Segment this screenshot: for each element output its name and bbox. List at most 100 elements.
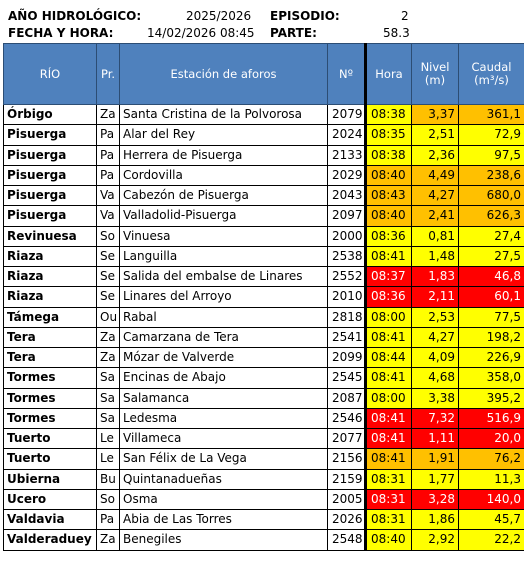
flow-cell: 77,5 — [458, 306, 524, 328]
table-row: Tormes Sa Salamanca 2087 08:00 3,38 395,2 — [3, 387, 524, 409]
flow-cell: 626,3 — [458, 205, 524, 227]
datetime-label: FECHA Y HORA: — [8, 26, 114, 40]
station-cell: Abia de Las Torres — [119, 508, 328, 531]
flow-cell: 20,0 — [458, 427, 524, 450]
time-cell: 08:44 — [364, 346, 412, 369]
level-cell: 7,32 — [411, 407, 459, 430]
level-cell: 1,91 — [411, 448, 459, 470]
station-cell: Vinuesa — [119, 225, 328, 247]
station-number-cell: 2077 — [327, 427, 366, 450]
column-header-hora: Hora — [364, 43, 412, 105]
time-cell: 08:00 — [364, 306, 412, 328]
station-number-cell: 2026 — [327, 508, 366, 531]
river-cell: Pisuerga — [3, 164, 97, 187]
station-cell: Camarzana de Tera — [119, 326, 328, 349]
time-cell: 08:31 — [364, 488, 412, 511]
station-number-cell: 2005 — [327, 488, 366, 511]
time-cell: 08:41 — [364, 367, 412, 389]
station-cell: Ledesma — [119, 407, 328, 430]
time-cell: 08:38 — [364, 144, 412, 166]
table-row: Pisuerga Pa Cordovilla 2029 08:40 4,49 238,6 — [3, 164, 524, 187]
river-cell: Tuerto — [3, 448, 97, 470]
station-number-cell: 2159 — [327, 468, 366, 490]
time-cell: 08:36 — [364, 225, 412, 247]
time-cell: 08:40 — [364, 529, 412, 551]
station-cell: Valladolid-Pisuerga — [119, 205, 328, 227]
station-cell: Herrera de Pisuerga — [119, 144, 328, 166]
river-cell: Ubierna — [3, 468, 97, 490]
flow-cell: 395,2 — [458, 387, 524, 409]
province-cell: Va — [96, 184, 120, 207]
station-number-cell: 2010 — [327, 286, 366, 308]
time-cell: 08:31 — [364, 508, 412, 531]
river-cell: Tera — [3, 326, 97, 349]
level-cell: 2,11 — [411, 286, 459, 308]
table-row: Órbigo Za Santa Cristina de la Polvorosa 20… — [3, 103, 524, 126]
table-row: Tuerto Le San Félix de La Vega 2156 08:41 1,9… — [3, 448, 524, 470]
flow-cell: 11,3 — [458, 468, 524, 490]
flow-cell: 140,0 — [458, 488, 524, 511]
report-label: PARTE: — [270, 26, 317, 40]
river-cell: Pisuerga — [3, 124, 97, 146]
station-cell: Cabezón de Pisuerga — [119, 184, 328, 207]
flow-cell: 60,1 — [458, 286, 524, 308]
station-cell: Mózar de Valverde — [119, 346, 328, 369]
time-cell: 08:37 — [364, 265, 412, 288]
year-value: 2025/2026 — [186, 9, 252, 23]
station-number-cell: 2818 — [327, 306, 366, 328]
station-cell: Villameca — [119, 427, 328, 450]
station-cell: Alar del Rey — [119, 124, 328, 146]
flow-cell: 680,0 — [458, 184, 524, 207]
province-cell: Va — [96, 205, 120, 227]
flow-cell: 72,9 — [458, 124, 524, 146]
flow-cell: 46,8 — [458, 265, 524, 288]
table-row: Riaza Se Salida del embalse de Linares 2552… — [3, 265, 524, 288]
level-cell: 2,41 — [411, 205, 459, 227]
episode-label: EPISODIO: — [270, 9, 340, 23]
table-row: Riaza Se Languilla 2538 08:41 1,48 27,5 — [3, 245, 524, 268]
time-cell: 08:41 — [364, 326, 412, 349]
river-cell: Pisuerga — [3, 205, 97, 227]
station-number-cell: 2024 — [327, 124, 366, 146]
report-header: AÑO HIDROLÓGICO: 2025/2026 EPISODIO: 2 F… — [8, 6, 520, 42]
river-cell: Valderaduey — [3, 529, 97, 551]
table-row: Pisuerga Va Valladolid-Pisuerga 2097 08:40 2,… — [3, 205, 524, 227]
station-number-cell: 2541 — [327, 326, 366, 349]
river-cell: Tera — [3, 346, 97, 369]
river-cell: Tuerto — [3, 427, 97, 450]
column-header-num: Nº — [327, 43, 366, 105]
province-cell: Se — [96, 286, 120, 308]
station-cell: Encinas de Abajo — [119, 367, 328, 389]
time-cell: 08:43 — [364, 184, 412, 207]
level-cell: 1,86 — [411, 508, 459, 531]
province-cell: Sa — [96, 387, 120, 409]
time-cell: 08:31 — [364, 468, 412, 490]
level-cell: 1,77 — [411, 468, 459, 490]
province-cell: So — [96, 225, 120, 247]
province-cell: Le — [96, 448, 120, 470]
flow-cell: 226,9 — [458, 346, 524, 369]
level-cell: 1,48 — [411, 245, 459, 268]
time-cell: 08:40 — [364, 164, 412, 187]
station-number-cell: 2552 — [327, 265, 366, 288]
table-row: Pisuerga Pa Alar del Rey 2024 08:35 2,51 72,9 — [3, 124, 524, 146]
province-cell: Se — [96, 265, 120, 288]
river-cell: Órbigo — [3, 103, 97, 126]
level-cell: 2,51 — [411, 124, 459, 146]
province-cell: Za — [96, 346, 120, 369]
station-cell: Linares del Arroyo — [119, 286, 328, 308]
province-cell: So — [96, 488, 120, 511]
flow-cell: 27,5 — [458, 245, 524, 268]
province-cell: Za — [96, 326, 120, 349]
level-cell: 1,83 — [411, 265, 459, 288]
level-cell: 4,09 — [411, 346, 459, 369]
time-cell: 08:41 — [364, 448, 412, 470]
river-cell: Revinuesa — [3, 225, 97, 247]
table-row: Tera Za Camarzana de Tera 2541 08:41 4,27 198,… — [3, 326, 524, 349]
river-cell: Pisuerga — [3, 144, 97, 166]
table-row: Tormes Sa Ledesma 2546 08:41 7,32 516,9 — [3, 407, 524, 430]
table-row: Revinuesa So Vinuesa 2000 08:36 0,81 27,4 — [3, 225, 524, 247]
province-cell: Pa — [96, 508, 120, 531]
station-number-cell: 2099 — [327, 346, 366, 369]
station-cell: Salamanca — [119, 387, 328, 409]
